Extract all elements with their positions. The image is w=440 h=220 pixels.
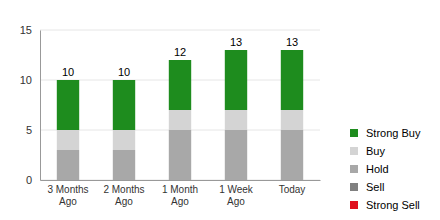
x-tick-line: Ago [115,196,133,207]
legend-label: Strong Sell [366,199,420,211]
x-tick: 1 MonthAgo [162,180,198,207]
y-tick-label: 0 [26,174,32,186]
x-tick-line: 2 Months [103,184,144,195]
x-tick-line: 1 Month [162,184,198,195]
legend-swatch [350,201,358,209]
bar-segment [281,50,303,110]
x-tick-label: 1 MonthAgo [162,184,198,207]
grid [40,30,320,180]
total-label: 13 [230,36,242,48]
chart-svg: 10101213130510153 MonthsAgo2 MonthsAgo1 … [0,0,440,220]
x-tick: 2 MonthsAgo [103,180,144,207]
bar-segment [113,80,135,130]
bars [57,50,303,180]
x-tick-line: 3 Months [47,184,88,195]
legend: Strong Buy Buy Hold Sell Strong Sell [350,127,421,211]
bar-segment [57,150,79,180]
x-tick-label: 3 MonthsAgo [47,184,88,207]
x-tick-line: Ago [171,196,189,207]
y-tick: 10 [20,74,40,86]
x-tick-line: Ago [59,196,77,207]
y-axis: 0 5 10 15 [20,24,41,186]
bar-segment [281,110,303,130]
bar-segment [57,80,79,130]
y-tick-label: 5 [26,124,32,136]
bar-segment [169,60,191,110]
legend-swatch [350,129,358,137]
bar-segment [225,50,247,110]
x-tick-line: Ago [227,196,245,207]
total-label: 10 [118,66,130,78]
bar-segment [57,130,79,150]
bar-segment [225,110,247,130]
bar-segment [113,150,135,180]
x-axis-line [41,180,321,181]
y-axis-line [40,31,41,181]
y-tick: 15 [20,24,40,36]
bar-segment [281,130,303,180]
total-label: 12 [174,46,186,58]
y-tick: 0 [26,174,40,186]
legend-label: Buy [366,145,385,157]
legend-swatch [350,147,358,155]
legend-swatch [350,165,358,173]
total-label: 13 [286,36,298,48]
total-label: 10 [62,66,74,78]
bar-segment [113,130,135,150]
x-tick-label: Today [279,184,306,195]
y-tick-label: 15 [20,24,32,36]
legend-swatch [350,183,358,191]
legend-label: Sell [366,181,384,193]
bar-segment [225,130,247,180]
x-tick-label: 1 WeekAgo [219,184,254,207]
y-tick: 5 [26,124,40,136]
bar-segment [169,130,191,180]
x-tick-line: 1 Week [219,184,254,195]
bar-segment [169,110,191,130]
totals: 10 10 12 13 13 [62,36,298,78]
x-axis: 3 MonthsAgo2 MonthsAgo1 MonthAgo1 WeekAg… [41,180,321,207]
grid-line [40,30,320,31]
y-tick-label: 10 [20,74,32,86]
x-tick: 3 MonthsAgo [47,180,88,207]
x-tick: 1 WeekAgo [219,180,254,207]
legend-label: Strong Buy [366,127,421,139]
x-tick-label: 2 MonthsAgo [103,184,144,207]
x-tick: Today [279,180,306,195]
legend-label: Hold [366,163,389,175]
